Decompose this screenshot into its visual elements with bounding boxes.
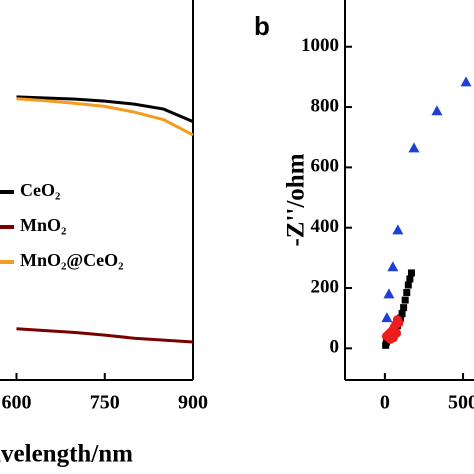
series-line [16,95,194,123]
point [404,281,412,289]
series-line [16,97,194,137]
y-tick-label: 400 [311,216,340,237]
point [383,288,395,299]
x-tick-label: 900 [178,392,208,414]
point [392,224,404,235]
x-tick-label: 0 [380,392,390,414]
x-axis-label: Wavelength/nm [0,441,133,468]
x-tick-label: 750 [90,392,120,414]
y-axis-label: -Z''/ohm [283,153,310,246]
y-tick-label: 800 [311,95,340,116]
point [406,275,414,283]
x-tick-label: 500 [448,392,474,414]
point [394,318,404,328]
y-tick-label: 0 [330,337,340,358]
point [407,269,415,277]
series-line [16,327,194,344]
point [403,289,411,297]
panel-label: b [254,11,270,41]
point [408,142,420,153]
point [398,310,406,318]
point [400,304,408,312]
point [381,312,393,323]
point [385,334,395,344]
x-tick-label: 600 [1,392,31,414]
legend-label: CeO₂ [20,180,60,200]
point [387,261,399,272]
point [460,76,472,87]
legend-label: MnO₂@CeO₂ [20,250,124,270]
point [401,296,409,304]
point [431,105,443,116]
y-tick-label: 1000 [301,35,339,56]
y-tick-label: 200 [311,276,340,297]
legend-label: MnO₂ [20,215,66,235]
y-tick-label: 600 [311,156,340,177]
